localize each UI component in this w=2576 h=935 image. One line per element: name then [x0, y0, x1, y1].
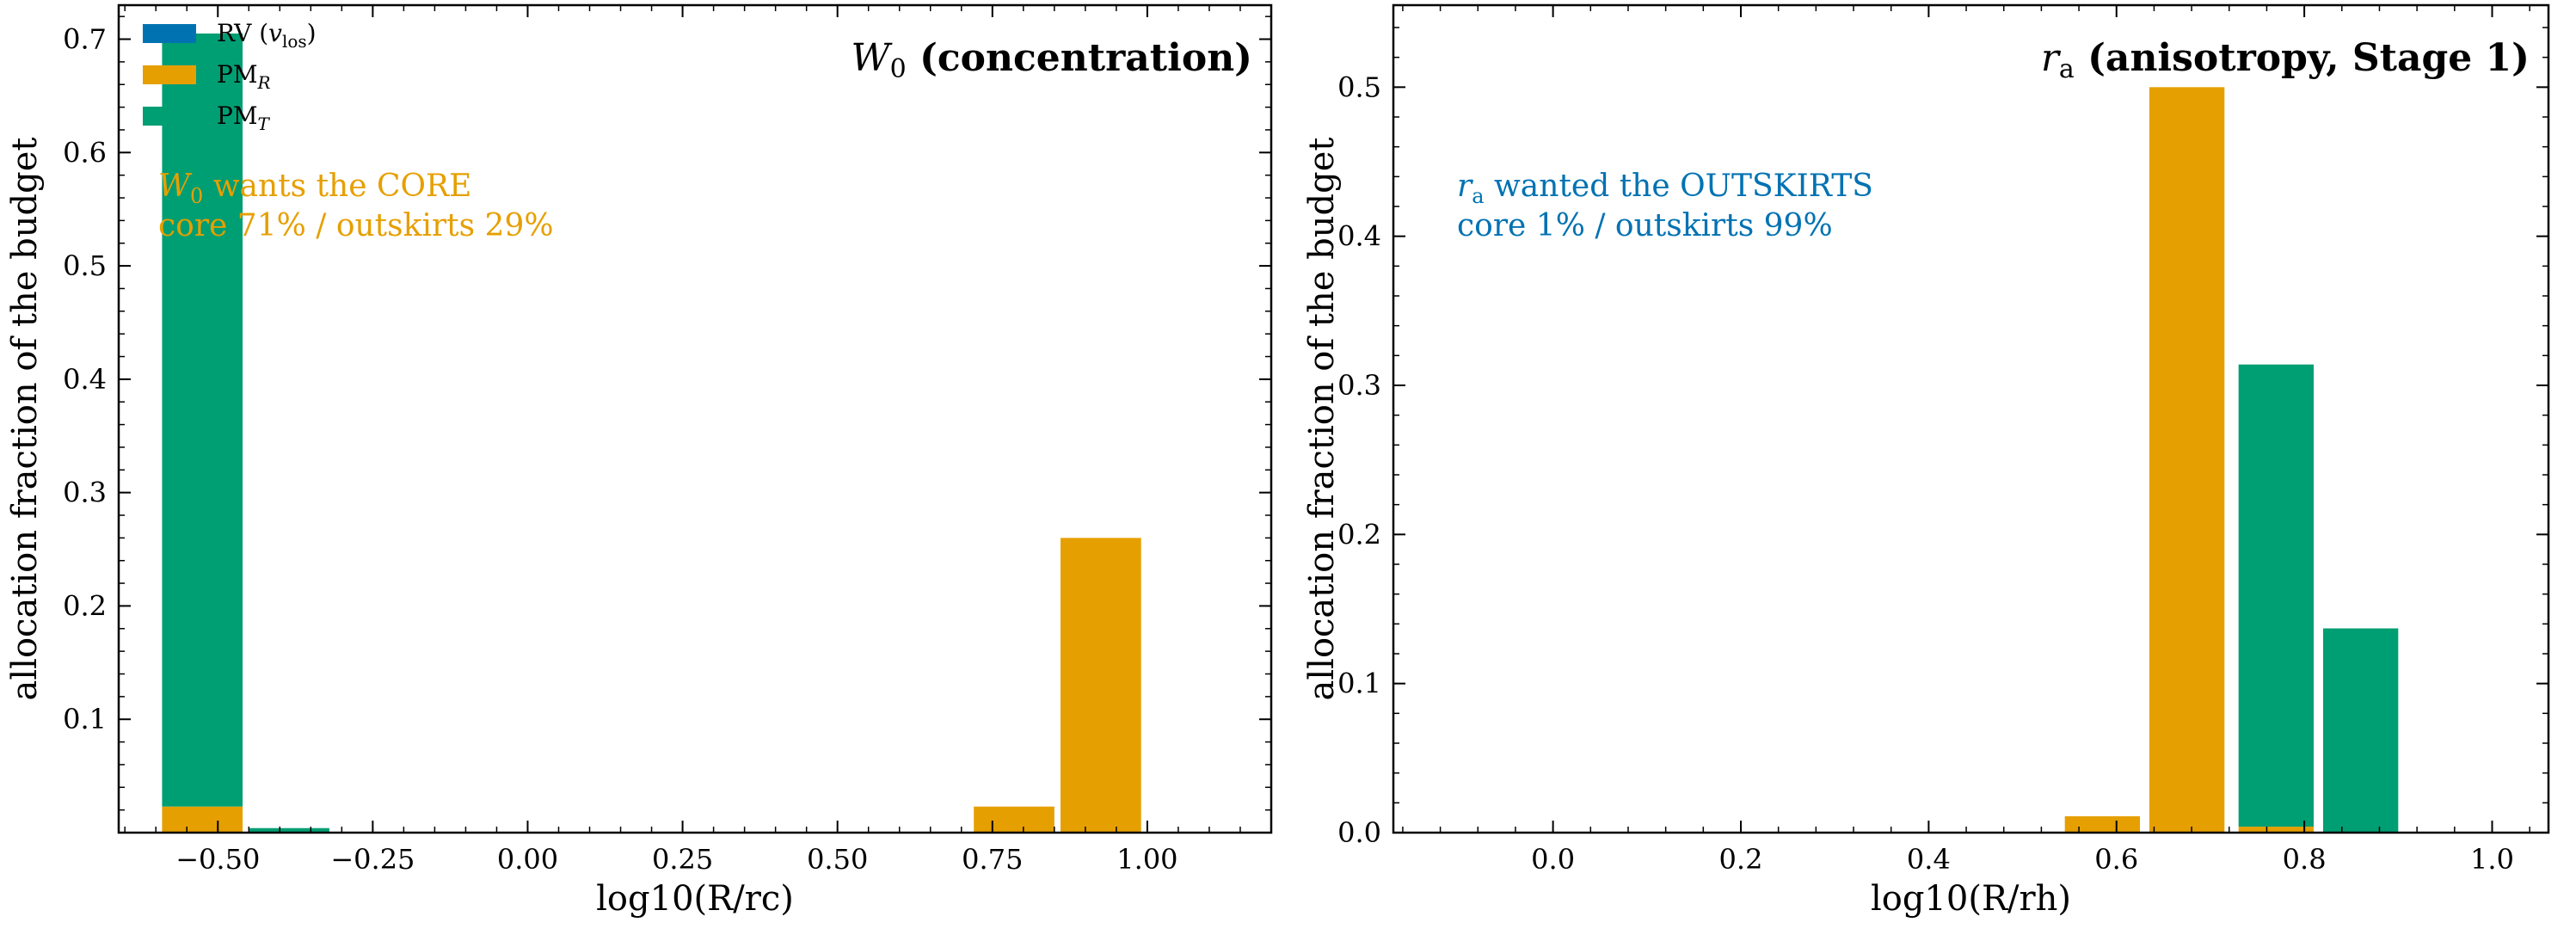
x-axis-label: log10(R/rh)	[1871, 879, 2071, 919]
legend-label: PMT	[217, 101, 271, 134]
chart-panel-2: 0.0 0.2 0.4 0.6 0.8 1.0 0.0 0.1 0.2 0.3 0.4 0.5 allo…	[1302, 3, 2550, 919]
bar-pm-r	[162, 806, 243, 833]
x-tick-label: −0.25	[330, 843, 415, 876]
y-tick-label: 0.5	[1337, 71, 1381, 103]
y-tick-label: 0.2	[63, 589, 107, 622]
y-tick-label: 0.4	[63, 363, 107, 396]
y-axis-label: allocation fraction of the budget	[5, 138, 45, 701]
y-tick-label: 0.3	[1337, 369, 1381, 402]
y-tick-label: 0.5	[63, 249, 107, 282]
annotation-line-1: ra wanted the OUTSKIRTS	[1457, 169, 1873, 208]
bar-pm-r	[2064, 815, 2141, 833]
axes-frame	[1392, 3, 2550, 834]
x-tick-label: 0.4	[1907, 843, 1951, 876]
x-tick-label: 0.2	[1719, 843, 1763, 876]
bar-pm-t	[2322, 628, 2399, 833]
y-tick-label: 0.3	[63, 477, 107, 509]
y-axis: 0.1 0.2 0.3 0.4 0.5 0.6 0.7	[63, 15, 1271, 834]
legend-label: PMR	[217, 60, 271, 93]
chart-title: W0 (concentration)	[851, 36, 1252, 84]
x-axis-label: log10(R/rc)	[596, 879, 794, 919]
x-tick-label: 0.25	[652, 843, 713, 876]
legend: RV (vlos) PMR PMT	[143, 19, 317, 134]
x-tick-label: 0.50	[807, 843, 868, 876]
legend-swatch-pm-t	[143, 107, 196, 126]
legend-swatch-rv	[143, 24, 196, 43]
x-tick-label: 0.00	[497, 843, 558, 876]
bar-pm-r	[2238, 827, 2315, 833]
y-tick-label: 0.1	[63, 703, 107, 735]
legend-label: RV (vlos)	[217, 19, 317, 52]
y-tick-label: 0.6	[63, 136, 107, 169]
legend-swatch-pm-r	[143, 65, 196, 84]
chart-title: ra (anisotropy, Stage 1)	[2041, 36, 2530, 84]
x-tick-label: 0.75	[962, 843, 1023, 876]
annotation-line-1: W0 wants the CORE	[158, 169, 471, 208]
x-tick-label: −0.50	[175, 843, 260, 876]
x-axis: 0.0 0.2 0.4 0.6 0.8 1.0	[1402, 5, 2530, 876]
y-tick-label: 0.4	[1337, 220, 1381, 253]
bar-pm-t	[162, 33, 243, 807]
bar-pm-r	[2149, 87, 2225, 834]
x-tick-label: 1.00	[1116, 843, 1177, 876]
annotation-line-2: core 1% / outskirts 99%	[1457, 208, 1833, 243]
y-tick-label: 0.7	[63, 23, 107, 56]
bar-pm-t	[2238, 364, 2315, 827]
axes-frame	[117, 3, 1273, 834]
annotation-line-2: core 71% / outskirts 29%	[158, 208, 554, 243]
x-tick-label: 1.0	[2470, 843, 2514, 876]
x-tick-label: 0.6	[2094, 843, 2138, 876]
y-tick-label: 0.0	[1337, 816, 1381, 849]
x-tick-label: 0.8	[2283, 843, 2327, 876]
bars	[2064, 87, 2399, 834]
bar-pm-t	[249, 827, 329, 833]
bars	[162, 33, 1141, 833]
y-axis-label: allocation fraction of the budget	[1302, 138, 1342, 701]
bar-pm-r	[1061, 538, 1141, 833]
x-tick-label: 0.0	[1531, 843, 1575, 876]
y-tick-label: 0.2	[1337, 518, 1381, 551]
y-tick-label: 0.1	[1337, 667, 1381, 700]
bar-pm-r	[974, 806, 1054, 833]
y-axis: 0.0 0.1 0.2 0.3 0.4 0.5	[1337, 27, 2548, 849]
x-axis: −0.50 −0.25 0.00 0.25 0.50 0.75 1.00	[124, 5, 1241, 876]
chart-panel-1: −0.50 −0.25 0.00 0.25 0.50 0.75 1.000.10.20.30…	[5, 3, 1273, 919]
